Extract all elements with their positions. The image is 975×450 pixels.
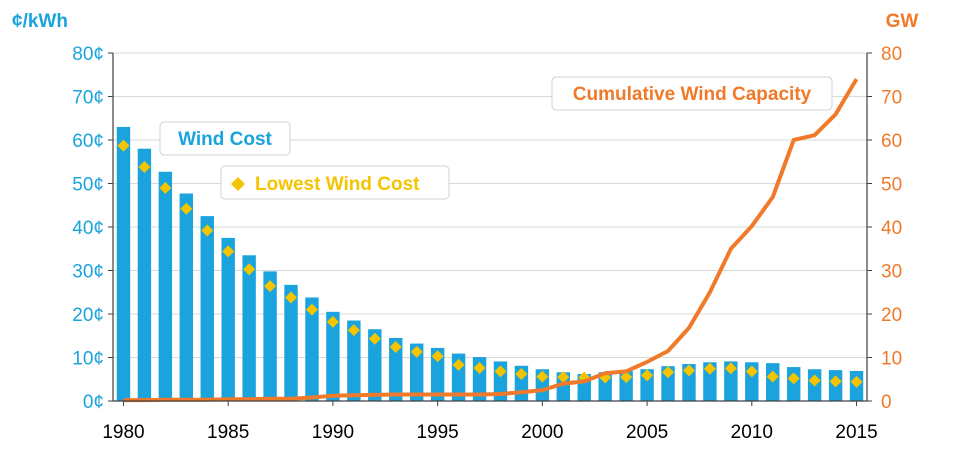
x-tick-label: 1995 <box>416 422 458 443</box>
lowest-wind-cost-marker <box>180 202 193 215</box>
left-tick-label: 30¢ <box>72 262 104 283</box>
lowest-wind-cost-marker <box>850 375 863 388</box>
lowest-wind-cost-marker <box>787 372 800 385</box>
legend-cumulative-capacity: Cumulative Wind Capacity <box>551 76 833 111</box>
left-tick-label: 70¢ <box>72 88 104 109</box>
lowest-wind-cost-marker <box>368 332 381 345</box>
lowest-wind-cost-marker <box>201 224 214 237</box>
right-tick-label: 10 <box>881 349 902 370</box>
right-tick-label: 70 <box>881 88 902 109</box>
lowest-wind-cost-marker <box>138 160 151 173</box>
lowest-wind-cost-marker <box>703 362 716 375</box>
x-tick-label: 2015 <box>835 422 877 443</box>
legend-wind-cost-label: Wind Cost <box>178 129 272 150</box>
wind-cost-bar <box>430 347 445 401</box>
x-tick-label: 1980 <box>102 422 144 443</box>
wind-cost-bar <box>137 148 152 401</box>
x-tick-label: 2000 <box>521 422 563 443</box>
legend-lowest-wind-cost-label: Lowest Wind Cost <box>255 174 420 195</box>
lowest-wind-cost-marker <box>326 315 339 328</box>
left-tick-label: 10¢ <box>72 349 104 370</box>
right-tick-label: 0 <box>881 392 892 413</box>
lowest-wind-cost-marker <box>829 375 842 388</box>
wind-cost-bar <box>409 343 424 401</box>
wind-cost-bar <box>305 297 319 401</box>
right-tick-label: 20 <box>881 305 902 326</box>
x-tick-label: 1990 <box>312 422 354 443</box>
wind-cost-bar <box>724 361 738 401</box>
right-tick-label: 30 <box>881 262 902 283</box>
lowest-wind-cost-marker <box>452 358 465 371</box>
left-tick-label: 80¢ <box>72 44 104 65</box>
wind-cost-bar <box>221 237 235 401</box>
wind-cost-bar <box>326 311 340 401</box>
lowest-wind-cost-marker <box>473 361 486 374</box>
lowest-wind-cost-marker <box>724 362 737 375</box>
lowest-wind-cost-marker <box>222 245 235 258</box>
lowest-wind-cost-marker <box>682 364 695 377</box>
lowest-wind-cost-marker <box>515 368 528 381</box>
wind-cost-bar <box>179 193 194 401</box>
wind-cost-bar <box>284 284 298 401</box>
lowest-wind-cost-marker <box>766 370 779 383</box>
lowest-wind-cost-marker <box>808 374 821 387</box>
legend-diamond-icon <box>231 177 245 191</box>
right-tick-label: 50 <box>881 175 902 196</box>
lowest-wind-cost-marker <box>264 280 277 293</box>
left-axis-unit: ¢/kWh <box>12 11 68 32</box>
right-axis-unit: GW <box>886 11 919 32</box>
right-tick-label: 60 <box>881 131 902 152</box>
legend-lowest-wind-cost: Lowest Wind Cost <box>220 165 450 200</box>
wind-cost-bar <box>242 255 256 401</box>
wind-cost-bar <box>158 171 173 401</box>
wind-cost-bar <box>703 362 717 401</box>
right-axis-ticks: 0 10 20 30 40 50 60 70 80 <box>867 44 902 413</box>
lowest-wind-cost-marker <box>745 365 758 378</box>
legend-capacity-label: Cumulative Wind Capacity <box>573 84 812 105</box>
lowest-wind-cost-marker <box>410 345 423 358</box>
left-tick-label: 50¢ <box>72 175 104 196</box>
wind-cost-bar <box>682 364 696 401</box>
wind-cost-bar <box>116 126 131 401</box>
lowest-wind-cost-marker <box>243 263 256 276</box>
right-tick-label: 40 <box>881 218 902 239</box>
wind-cost-bar <box>368 329 382 401</box>
lowest-wind-cost-marker <box>641 369 654 382</box>
lowest-wind-cost-marker <box>662 366 675 379</box>
x-axis-ticks: 1980 1985 1990 1995 2000 2005 2010 2015 <box>102 401 878 443</box>
lowest-wind-cost-marker <box>159 181 172 194</box>
lowest-wind-cost-marker <box>117 139 130 152</box>
lowest-wind-cost-marker <box>389 341 402 354</box>
lowest-wind-cost-marker <box>431 350 444 363</box>
wind-cost-bar <box>263 271 277 401</box>
lowest-wind-cost-marker <box>347 324 360 337</box>
lowest-wind-cost-marker <box>557 371 570 384</box>
lowest-wind-cost-marker <box>620 371 633 384</box>
lowest-wind-cost-markers <box>117 139 863 388</box>
lowest-wind-cost-marker <box>305 303 318 316</box>
left-tick-label: 60¢ <box>72 131 104 152</box>
x-tick-label: 1985 <box>207 422 249 443</box>
lowest-wind-cost-marker <box>494 365 507 378</box>
left-tick-label: 0¢ <box>83 392 104 413</box>
left-tick-label: 40¢ <box>72 218 104 239</box>
cumulative-capacity-line <box>123 78 859 403</box>
lowest-wind-cost-marker <box>285 291 298 304</box>
x-tick-label: 2005 <box>626 422 668 443</box>
wind-cost-bar <box>389 337 403 401</box>
legend-wind-cost: Wind Cost <box>159 121 291 156</box>
left-axis-ticks: 0¢ 10¢ 20¢ 30¢ 40¢ 50¢ 60¢ 70¢ 80¢ <box>72 44 113 413</box>
x-tick-label: 2010 <box>731 422 773 443</box>
wind-cost-bar <box>200 216 214 401</box>
left-tick-label: 20¢ <box>72 305 104 326</box>
right-tick-label: 80 <box>881 44 902 65</box>
lowest-wind-cost-marker <box>536 370 549 383</box>
wind-cost-bar <box>347 320 361 401</box>
